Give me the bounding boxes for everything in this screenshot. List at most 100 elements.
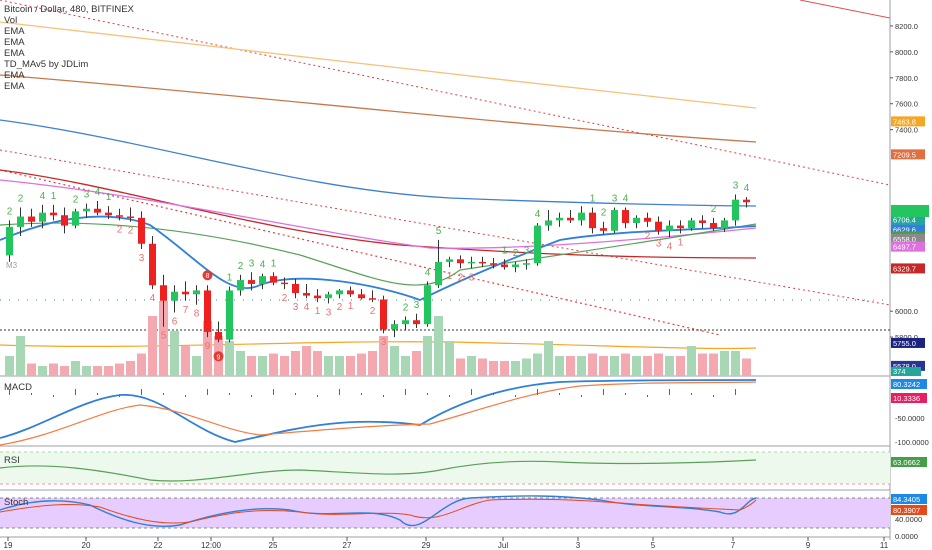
- candle: [688, 217, 695, 231]
- study-ema-2[interactable]: EMA: [4, 37, 25, 48]
- price-badge-label: 6706.4: [893, 216, 916, 225]
- candle-body: [380, 299, 387, 330]
- volume-bar: [511, 361, 520, 376]
- candle: [523, 259, 530, 270]
- rsi-pane-label[interactable]: RSI: [4, 455, 20, 466]
- price-badge: [891, 263, 925, 274]
- candle: [578, 206, 585, 226]
- volume-bar: [159, 301, 168, 376]
- macd-line: [0, 379, 757, 443]
- candle-body: [215, 331, 222, 340]
- stoch-badge-label: 80.3907: [893, 506, 920, 515]
- volume-bar: [412, 351, 421, 376]
- td-marker: [202, 270, 213, 281]
- rsi-badge-label: 63.0662: [893, 458, 920, 467]
- candle: [677, 220, 684, 234]
- candle: [589, 207, 596, 234]
- candle-body: [622, 210, 629, 224]
- candle: [6, 220, 13, 262]
- symbol-title[interactable]: Bitcoin / Dollar, 480, BITFINEX: [4, 4, 134, 15]
- candle-body: [149, 243, 156, 286]
- candle-body: [457, 259, 464, 264]
- td-count-label: 3: [139, 253, 145, 264]
- volume-bar: [566, 356, 575, 376]
- candle-body: [501, 264, 508, 268]
- td-count-label: 2: [513, 248, 519, 259]
- volume-ema: [0, 341, 757, 350]
- time-tick-label: 29: [422, 541, 431, 550]
- price-tick-label: 5800.0: [895, 333, 918, 342]
- candle: [72, 208, 79, 229]
- candle-body: [204, 290, 211, 332]
- candle-body: [116, 215, 123, 217]
- macd-badge-label: 80.3242: [893, 380, 920, 389]
- price-tick-label: 7400.0: [895, 126, 918, 135]
- candle-body: [666, 225, 673, 231]
- volume-bar: [324, 356, 333, 376]
- candle-body: [424, 285, 431, 325]
- candle-body: [523, 263, 530, 265]
- volume-bar: [170, 331, 179, 376]
- candle: [446, 256, 453, 268]
- td-count-label: 2: [645, 231, 651, 242]
- volume-bar: [379, 336, 388, 376]
- candle: [391, 320, 398, 338]
- td-count-label: 3: [381, 337, 387, 348]
- volume-bar: [720, 351, 729, 376]
- td-count-label: 5: [161, 331, 167, 342]
- td-count-label: 1: [271, 258, 277, 269]
- study-td-mav5[interactable]: TD_MAv5 by JDLim: [4, 59, 89, 70]
- time-tick-label: Jul: [498, 541, 508, 550]
- stoch-tick-label: 0.0000: [895, 532, 918, 541]
- volume-bar: [434, 316, 443, 376]
- candle: [39, 204, 46, 229]
- volume-bar: [555, 356, 564, 376]
- candle-body: [105, 212, 112, 216]
- chart-legend: Bitcoin / Dollar, 480, BITFINEX Vol EMA …: [4, 4, 134, 92]
- candle-body: [655, 221, 662, 231]
- candle-body: [556, 217, 563, 221]
- td-count-label: 1: [590, 193, 596, 204]
- td-count-label: 2: [7, 206, 13, 217]
- candle-body: [721, 220, 728, 229]
- price-badge: [891, 224, 925, 235]
- price-badge-label: 6629.6: [893, 226, 916, 235]
- candle-body: [325, 294, 332, 299]
- volume-bar: [467, 356, 476, 376]
- candle-body: [732, 199, 739, 221]
- candle-body: [336, 290, 343, 295]
- candle-body: [138, 217, 145, 244]
- study-ema-5[interactable]: EMA: [4, 81, 25, 92]
- candle-body: [435, 261, 442, 286]
- study-ema-1[interactable]: EMA: [4, 26, 25, 37]
- candle: [182, 281, 189, 301]
- stoch-band: [0, 498, 890, 528]
- volume-bar: [665, 356, 674, 376]
- td-count-label: 2: [117, 224, 123, 235]
- candle: [17, 207, 24, 236]
- candle-body: [39, 212, 46, 222]
- candle: [336, 289, 343, 299]
- stoch-badge-label: 84.3405: [893, 495, 920, 504]
- candle-body: [578, 212, 585, 221]
- study-vol[interactable]: Vol: [4, 15, 18, 26]
- study-ema-3[interactable]: EMA: [4, 48, 25, 59]
- stoch-pane-label[interactable]: Stoch: [4, 497, 29, 508]
- macd-pane-label[interactable]: MACD: [4, 382, 32, 393]
- candle-body: [193, 290, 200, 295]
- candle-body: [589, 212, 596, 229]
- td-count-label: 1: [51, 191, 57, 202]
- candle-body: [699, 220, 706, 224]
- macd-badge: [891, 393, 927, 403]
- td-count-label: 5: [436, 226, 442, 237]
- candle: [479, 256, 486, 268]
- td-count-label: 3: [733, 180, 739, 191]
- candle-body: [600, 228, 607, 231]
- time-tick-label: 3: [576, 541, 581, 550]
- price-tick-label: 7600.0: [895, 100, 918, 109]
- candle: [160, 274, 167, 327]
- stoch-tick-label: 40.0000: [895, 515, 922, 524]
- study-ema-4[interactable]: EMA: [4, 70, 25, 81]
- candle-body: [391, 324, 398, 330]
